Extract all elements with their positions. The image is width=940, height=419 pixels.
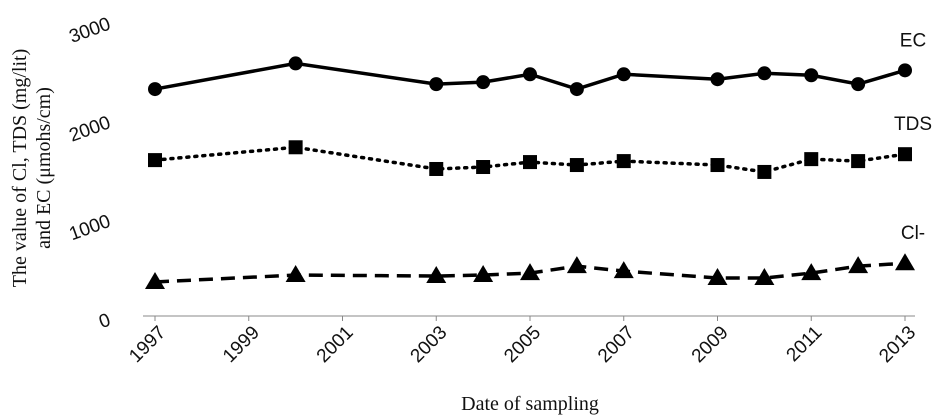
marker xyxy=(288,140,303,155)
marker xyxy=(616,67,631,82)
marker xyxy=(710,158,725,173)
marker xyxy=(145,271,165,289)
x-tick-label: 2003 xyxy=(407,322,452,367)
series-label: Cl- xyxy=(901,223,925,244)
series-line xyxy=(154,261,906,284)
marker xyxy=(476,160,491,175)
marker xyxy=(757,164,772,179)
y-tick-label: 0 xyxy=(96,310,113,333)
series-line xyxy=(154,61,906,91)
marker xyxy=(804,68,819,83)
x-tick-label: 2007 xyxy=(594,322,639,367)
x-tick-label: 2009 xyxy=(688,322,733,367)
marker xyxy=(523,155,537,170)
marker xyxy=(616,154,631,169)
series-line xyxy=(153,145,907,174)
marker xyxy=(429,77,444,92)
marker xyxy=(757,66,772,81)
marker xyxy=(285,265,306,283)
marker xyxy=(895,253,915,271)
marker xyxy=(801,263,822,281)
y-tick-label: 2000 xyxy=(67,112,114,146)
series-label: TDS xyxy=(894,114,932,135)
x-tick-label: 2005 xyxy=(500,322,545,367)
marker xyxy=(569,158,584,173)
x-tick-label: 1997 xyxy=(125,322,170,367)
x-tick-label: 2001 xyxy=(313,322,358,367)
marker xyxy=(613,261,634,279)
marker xyxy=(288,56,303,71)
marker xyxy=(851,77,866,92)
marker xyxy=(569,82,584,97)
x-tick-label: 2011 xyxy=(783,322,827,366)
marker xyxy=(848,256,869,274)
marker xyxy=(851,154,866,169)
marker xyxy=(148,82,162,97)
marker xyxy=(898,147,912,162)
y-tick-label: 3000 xyxy=(67,14,114,48)
marker xyxy=(566,256,587,274)
marker xyxy=(804,152,819,167)
marker xyxy=(473,265,494,283)
marker xyxy=(148,153,162,168)
x-axis-title: Date of sampling xyxy=(461,393,599,415)
x-tick-label: 1999 xyxy=(219,322,264,367)
marker xyxy=(898,63,912,78)
y-tick-label: 1000 xyxy=(67,211,114,245)
y-axis-title: The value of Cl, TDS (mg/lit) xyxy=(9,49,31,288)
marker xyxy=(426,266,447,284)
x-tick-label: 2013 xyxy=(875,322,920,367)
series-label: EC xyxy=(900,30,926,51)
marker xyxy=(523,67,537,82)
marker xyxy=(707,268,728,286)
marker xyxy=(429,161,444,176)
marker xyxy=(710,72,725,87)
marker xyxy=(520,263,540,281)
y-axis-title: and EC (μmohs/cm) xyxy=(33,87,55,249)
marker xyxy=(754,268,775,286)
marker xyxy=(476,75,491,90)
